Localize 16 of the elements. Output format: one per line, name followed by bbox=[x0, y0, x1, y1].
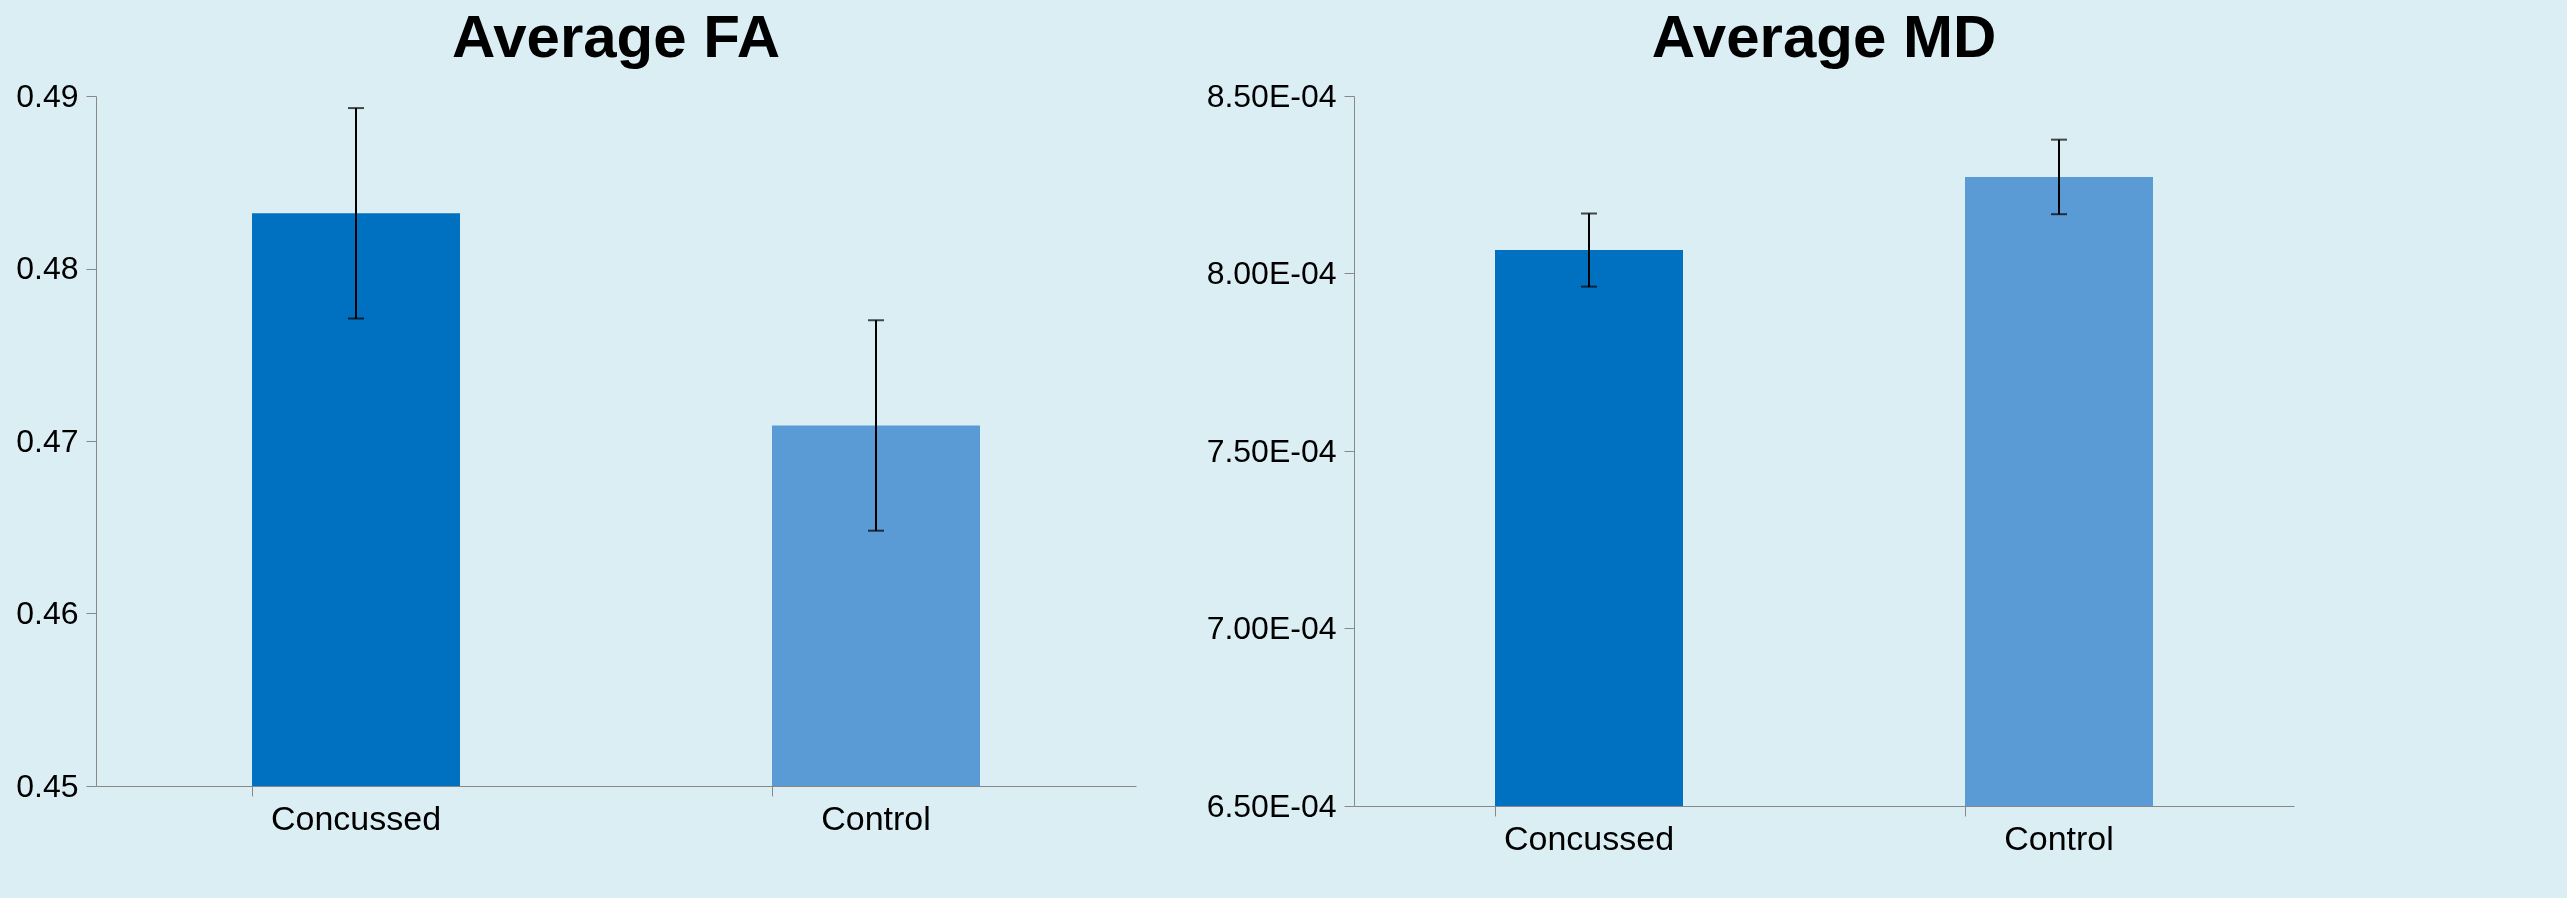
x-tick-label: Control bbox=[2004, 818, 2114, 857]
y-tick-label: 7.50E-04 bbox=[1206, 432, 1337, 469]
x-tick-label: Concussed bbox=[270, 798, 442, 837]
y-tick-label: 7.00E-04 bbox=[1206, 610, 1337, 646]
chart-title: Average MD bbox=[1651, 3, 1997, 70]
chart-title: Average FA bbox=[452, 3, 780, 70]
y-tick-label: 0.45 bbox=[16, 767, 79, 804]
y-tick-label: 6.50E-04 bbox=[1206, 787, 1337, 824]
y-tick-label: 0.48 bbox=[16, 250, 79, 286]
y-tick-label: 0.46 bbox=[16, 595, 79, 631]
y-tick-label: 0.49 bbox=[16, 77, 79, 114]
y-tick-label: 8.50E-04 bbox=[1206, 77, 1337, 114]
y-tick-label: 8.00E-04 bbox=[1206, 255, 1337, 291]
x-tick-label: Concussed bbox=[1503, 818, 1675, 857]
y-tick-label: 0.47 bbox=[16, 422, 79, 459]
x-tick-label: Control bbox=[821, 798, 931, 837]
